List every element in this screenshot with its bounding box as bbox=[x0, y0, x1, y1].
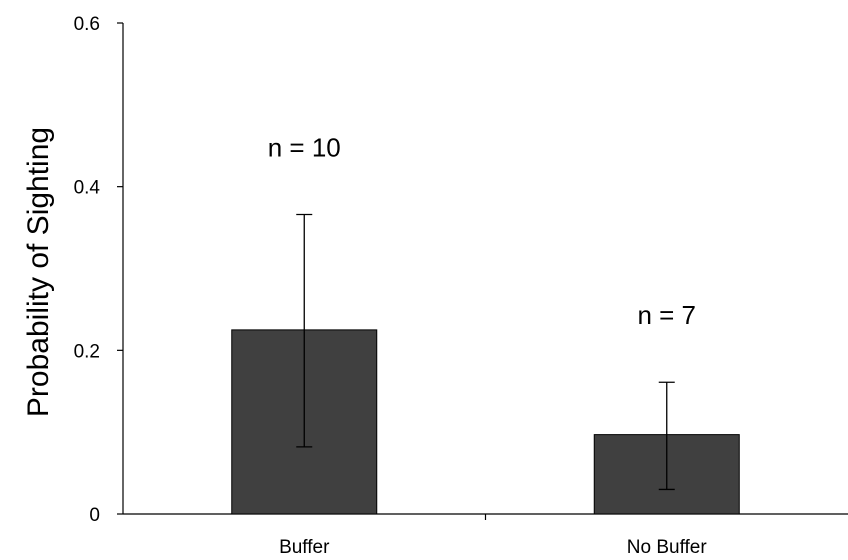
plot-area: 0 0.2 0.4 0.6 n = 10 Buffer n = 7 No Buffer bbox=[74, 14, 848, 558]
y-tick-label: 0.2 bbox=[74, 341, 100, 362]
x-tick-label: No Buffer bbox=[627, 537, 708, 558]
y-tick-label: 0 bbox=[89, 505, 100, 526]
y-tick-label: 0.4 bbox=[74, 178, 101, 199]
sample-size-label: n = 10 bbox=[268, 132, 341, 162]
sample-size-label: n = 7 bbox=[637, 300, 696, 330]
y-axis-label: Probability of Sighting bbox=[22, 127, 55, 417]
y-tick-label: 0.6 bbox=[74, 14, 100, 35]
x-tick-label: Buffer bbox=[279, 537, 330, 558]
